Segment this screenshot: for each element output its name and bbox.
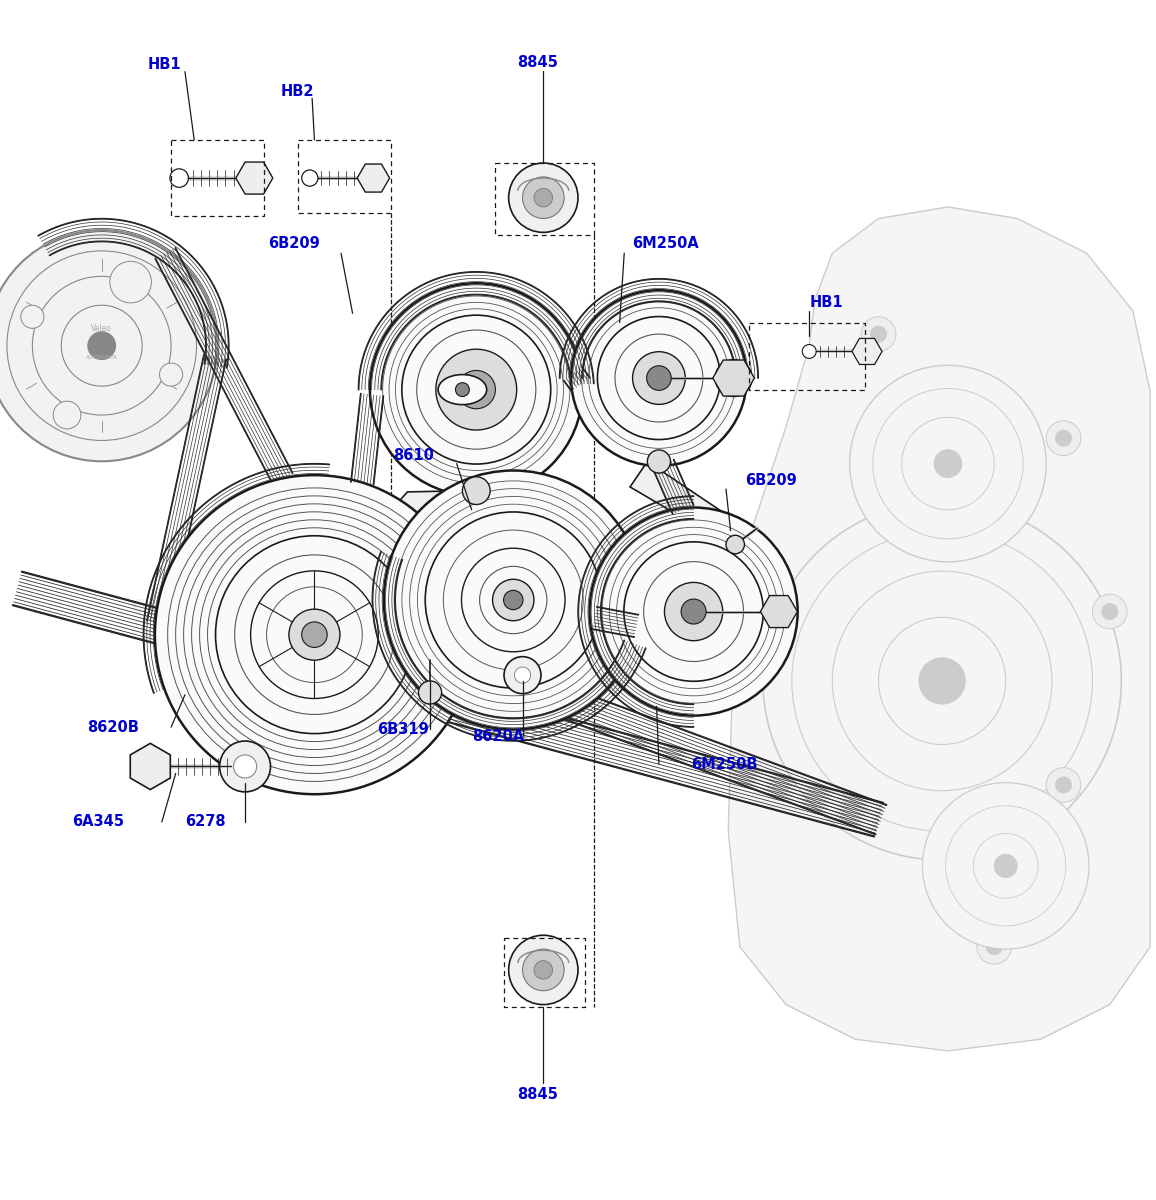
Text: 6M250A: 6M250A (632, 236, 699, 252)
Text: HB1: HB1 (148, 58, 181, 72)
Circle shape (418, 680, 442, 704)
Text: 6278: 6278 (185, 815, 225, 829)
Circle shape (534, 188, 553, 206)
Text: 6B319: 6B319 (377, 722, 429, 737)
Circle shape (870, 326, 887, 342)
Circle shape (977, 930, 1012, 964)
Circle shape (514, 667, 531, 683)
Circle shape (1046, 768, 1081, 803)
Circle shape (384, 470, 643, 730)
Circle shape (632, 352, 686, 404)
Circle shape (234, 755, 257, 778)
Polygon shape (728, 206, 1150, 1051)
Text: 6B209: 6B209 (746, 474, 798, 488)
Circle shape (716, 360, 753, 396)
Circle shape (289, 610, 340, 660)
Circle shape (534, 961, 553, 979)
Circle shape (110, 262, 151, 302)
Text: 8845: 8845 (517, 55, 557, 70)
Circle shape (861, 317, 896, 352)
Text: c: c (132, 594, 146, 618)
Circle shape (646, 366, 672, 390)
Circle shape (922, 782, 1089, 949)
Circle shape (763, 502, 1121, 860)
Circle shape (220, 742, 271, 792)
Circle shape (523, 949, 564, 991)
Circle shape (1046, 421, 1081, 456)
Text: 6A345: 6A345 (72, 815, 124, 829)
Text: 8620B: 8620B (87, 720, 139, 734)
Circle shape (455, 383, 469, 396)
Text: 8620A: 8620A (472, 728, 524, 744)
Circle shape (302, 170, 318, 186)
Circle shape (665, 582, 722, 641)
Circle shape (21, 305, 44, 329)
Circle shape (1055, 776, 1072, 793)
Circle shape (170, 169, 188, 187)
Circle shape (647, 450, 670, 473)
Text: SureCat: SureCat (362, 544, 563, 587)
Circle shape (509, 935, 578, 1004)
Circle shape (88, 332, 116, 360)
Circle shape (0, 230, 217, 461)
Circle shape (523, 176, 564, 218)
Circle shape (504, 590, 523, 610)
Circle shape (994, 854, 1017, 877)
Circle shape (571, 290, 747, 466)
Circle shape (457, 371, 496, 409)
Circle shape (934, 450, 962, 478)
Text: HB1: HB1 (809, 295, 843, 311)
Polygon shape (630, 462, 754, 548)
Circle shape (590, 508, 798, 715)
Text: 6B209: 6B209 (268, 236, 320, 252)
Circle shape (919, 658, 965, 704)
Text: 6M250B: 6M250B (691, 757, 758, 772)
Text: 8610: 8610 (393, 448, 434, 463)
Circle shape (302, 622, 327, 648)
Circle shape (802, 344, 816, 359)
Circle shape (370, 283, 583, 496)
Text: Valeo: Valeo (91, 324, 112, 332)
Text: parts.com: parts.com (378, 595, 547, 628)
Circle shape (462, 476, 490, 504)
Circle shape (726, 535, 744, 553)
Circle shape (160, 364, 183, 386)
Text: HB2: HB2 (281, 84, 314, 98)
Circle shape (509, 163, 578, 233)
Polygon shape (386, 491, 467, 520)
Ellipse shape (438, 374, 487, 404)
Text: ALTERNATOR: ALTERNATOR (86, 355, 118, 360)
Circle shape (1055, 430, 1072, 446)
Circle shape (986, 938, 1002, 955)
Text: 8845: 8845 (517, 1087, 557, 1103)
Circle shape (492, 580, 534, 620)
Circle shape (155, 475, 474, 794)
Circle shape (681, 599, 706, 624)
Circle shape (1092, 594, 1127, 629)
Circle shape (504, 656, 541, 694)
Circle shape (436, 349, 517, 430)
Circle shape (1102, 604, 1118, 619)
Circle shape (850, 365, 1046, 562)
Circle shape (53, 401, 81, 428)
